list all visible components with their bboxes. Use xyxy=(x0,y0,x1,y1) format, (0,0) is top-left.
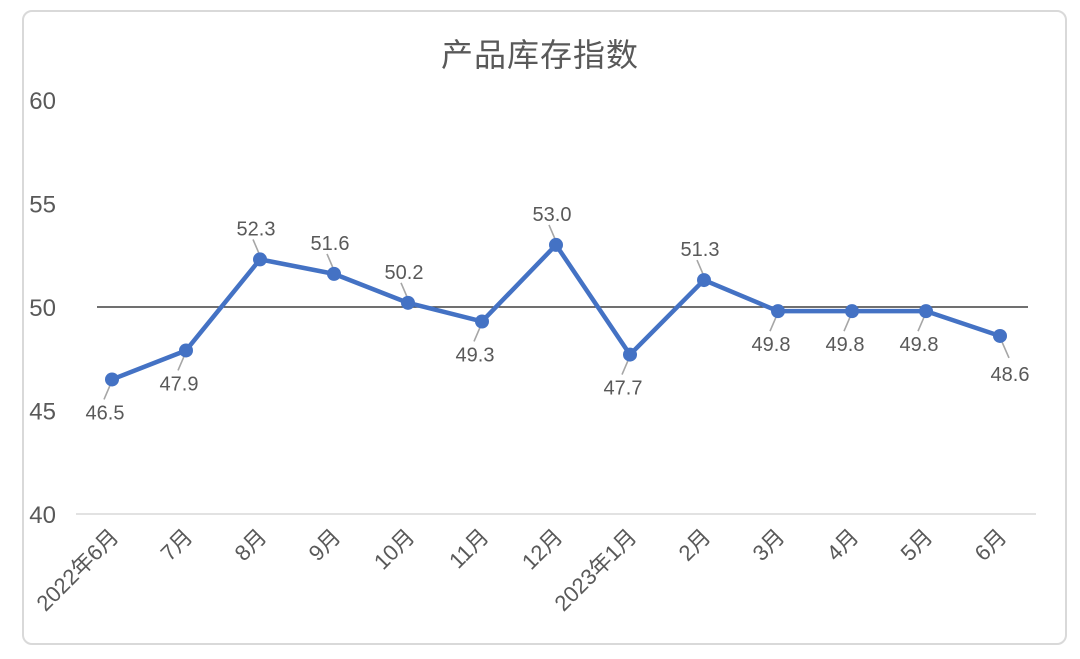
y-axis-tick-label: 55 xyxy=(29,192,56,219)
data-label: 48.6 xyxy=(991,364,1030,386)
data-label: 52.3 xyxy=(237,218,276,240)
data-point-marker xyxy=(845,304,859,319)
x-axis-label: 4月 xyxy=(822,524,864,566)
data-label: 49.8 xyxy=(752,334,791,356)
data-label-leader-line xyxy=(326,253,334,269)
x-axis-label: 9月 xyxy=(304,524,346,566)
data-label-leader-line xyxy=(473,327,481,342)
data-label-leader-line xyxy=(1001,341,1010,359)
data-label-leader-line xyxy=(917,316,925,332)
y-axis-tick-label: 60 xyxy=(29,88,56,115)
y-axis-tick-label: 45 xyxy=(29,399,56,426)
data-label: 49.8 xyxy=(826,334,865,356)
x-axis-label: 5月 xyxy=(896,524,938,566)
data-label: 51.6 xyxy=(311,233,350,255)
data-label: 51.3 xyxy=(681,239,720,261)
x-axis-label: 2022年6月 xyxy=(31,524,123,616)
x-axis-label: 6月 xyxy=(970,524,1012,566)
data-label: 53.0 xyxy=(533,204,572,226)
data-label-leader-line xyxy=(696,259,704,275)
x-axis-label: 10月 xyxy=(369,524,420,575)
data-label: 49.8 xyxy=(900,334,939,356)
x-axis-label: 7月 xyxy=(156,524,198,566)
series-line xyxy=(109,242,1003,382)
data-point-marker xyxy=(993,328,1007,343)
chart-frame xyxy=(22,10,1067,645)
data-label-leader-line xyxy=(103,385,111,400)
x-axis-label: 11月 xyxy=(444,524,493,573)
data-label: 47.7 xyxy=(604,378,643,400)
data-point-marker xyxy=(253,252,267,267)
data-point-marker xyxy=(401,295,415,310)
data-label-leader-line xyxy=(621,360,629,375)
data-point-marker xyxy=(771,304,785,319)
x-axis-label: 3月 xyxy=(748,524,790,566)
data-point-marker xyxy=(105,372,119,387)
x-axis-label: 12月 xyxy=(517,524,568,575)
data-label-leader-line xyxy=(769,316,777,332)
data-point-marker xyxy=(549,237,563,252)
data-label: 47.9 xyxy=(160,373,199,395)
data-point-marker xyxy=(179,343,193,358)
data-label: 46.5 xyxy=(86,402,125,424)
x-axis-label: 2月 xyxy=(674,524,716,566)
data-label-leader-line xyxy=(177,356,185,371)
data-label-leader-line xyxy=(548,224,556,240)
y-axis-tick-label: 50 xyxy=(29,295,56,322)
data-label-leader-line xyxy=(400,282,408,298)
data-label-leader-line xyxy=(252,239,260,254)
data-point-marker xyxy=(475,314,489,329)
data-label: 49.3 xyxy=(456,344,495,366)
data-point-marker xyxy=(919,304,933,319)
data-label-leader-line xyxy=(843,316,851,332)
x-axis-label: 8月 xyxy=(230,524,272,566)
data-point-marker xyxy=(327,266,341,281)
data-point-marker xyxy=(697,273,711,288)
y-axis-tick-label: 40 xyxy=(29,502,56,529)
data-label: 50.2 xyxy=(385,262,424,284)
data-point-marker xyxy=(623,347,637,362)
chart-title: 产品库存指数 xyxy=(440,37,639,73)
